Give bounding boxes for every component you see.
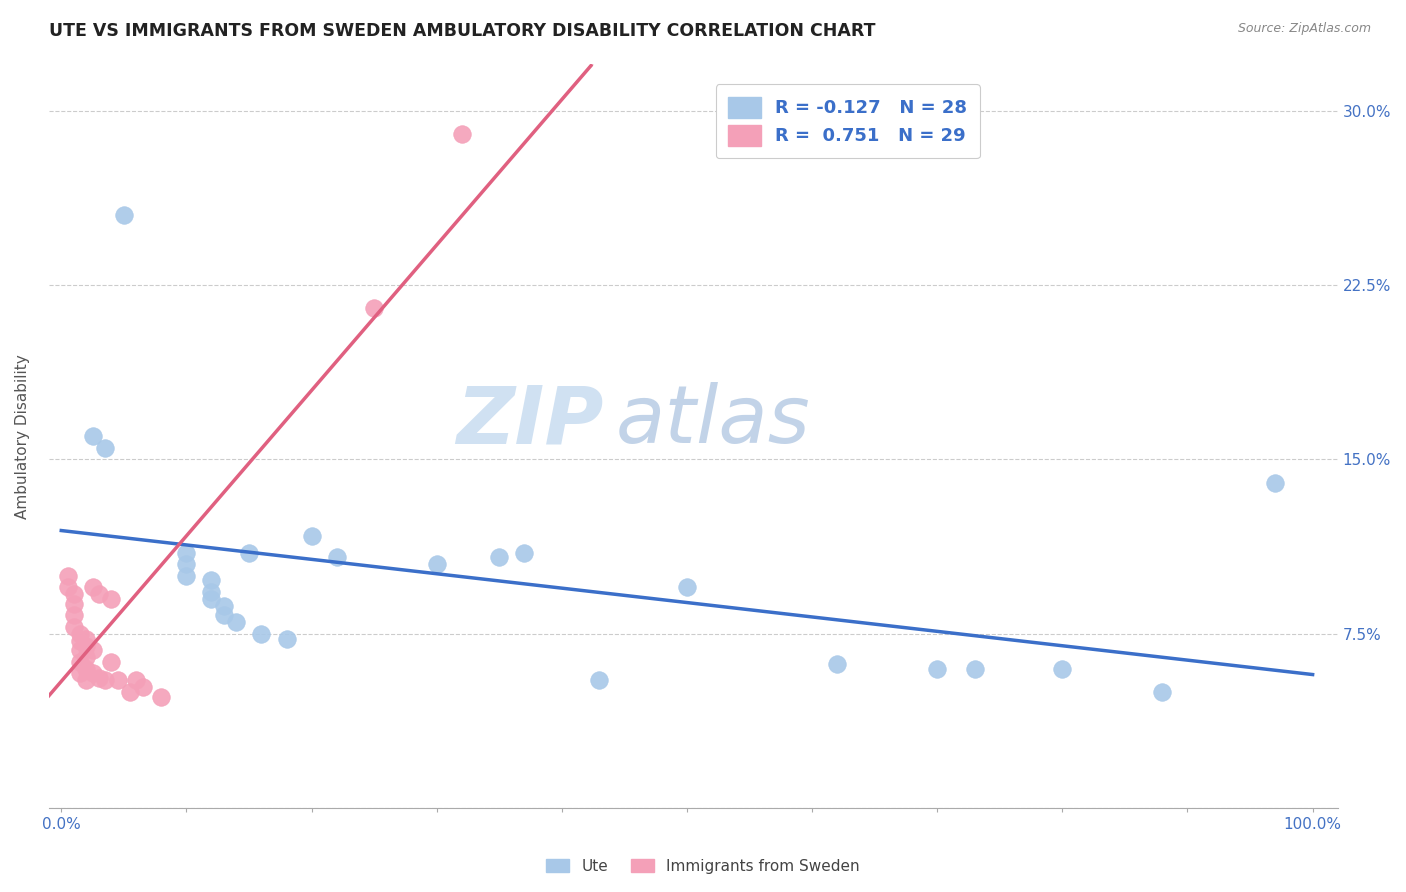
Point <box>1152 685 1174 699</box>
Point <box>150 690 173 704</box>
Point <box>56 568 79 582</box>
Point <box>75 662 97 676</box>
Point <box>62 597 84 611</box>
Point <box>107 673 129 688</box>
Legend: Ute, Immigrants from Sweden: Ute, Immigrants from Sweden <box>540 853 866 880</box>
Point <box>62 620 84 634</box>
Point <box>825 657 848 672</box>
Text: Source: ZipAtlas.com: Source: ZipAtlas.com <box>1237 22 1371 36</box>
Point <box>100 655 122 669</box>
Point <box>69 666 91 681</box>
Point <box>69 633 91 648</box>
Point <box>176 557 198 571</box>
Point <box>87 671 110 685</box>
Point <box>238 545 260 559</box>
Point <box>450 127 472 141</box>
Point <box>927 662 949 676</box>
Point <box>82 643 104 657</box>
Point <box>200 574 222 588</box>
Point <box>62 608 84 623</box>
Y-axis label: Ambulatory Disability: Ambulatory Disability <box>15 354 30 518</box>
Point <box>94 441 117 455</box>
Point <box>131 681 153 695</box>
Point <box>75 639 97 653</box>
Point <box>176 568 198 582</box>
Point <box>363 301 385 316</box>
Point <box>676 581 699 595</box>
Point <box>75 650 97 665</box>
Point <box>325 550 347 565</box>
Point <box>276 632 298 646</box>
Point <box>225 615 247 630</box>
Point <box>513 545 536 559</box>
Point <box>125 673 148 688</box>
Point <box>212 599 235 613</box>
Point <box>82 429 104 443</box>
Point <box>212 608 235 623</box>
Point <box>426 557 449 571</box>
Point <box>69 627 91 641</box>
Point <box>94 673 117 688</box>
Point <box>75 632 97 646</box>
Text: atlas: atlas <box>616 383 811 460</box>
Point <box>120 685 142 699</box>
Point <box>250 627 273 641</box>
Legend: R = -0.127   N = 28, R =  0.751   N = 29: R = -0.127 N = 28, R = 0.751 N = 29 <box>716 84 980 159</box>
Point <box>87 587 110 601</box>
Point <box>963 662 986 676</box>
Point <box>75 673 97 688</box>
Point <box>1264 475 1286 490</box>
Point <box>69 643 91 657</box>
Text: ZIP: ZIP <box>456 383 603 460</box>
Point <box>488 550 510 565</box>
Point <box>100 592 122 607</box>
Point <box>200 592 222 607</box>
Text: UTE VS IMMIGRANTS FROM SWEDEN AMBULATORY DISABILITY CORRELATION CHART: UTE VS IMMIGRANTS FROM SWEDEN AMBULATORY… <box>49 22 876 40</box>
Point <box>69 655 91 669</box>
Point <box>588 673 610 688</box>
Point <box>176 545 198 559</box>
Point <box>62 587 84 601</box>
Point <box>1052 662 1074 676</box>
Point <box>82 581 104 595</box>
Point <box>56 581 79 595</box>
Point <box>301 529 323 543</box>
Point <box>112 208 135 222</box>
Point <box>82 666 104 681</box>
Point <box>200 585 222 599</box>
